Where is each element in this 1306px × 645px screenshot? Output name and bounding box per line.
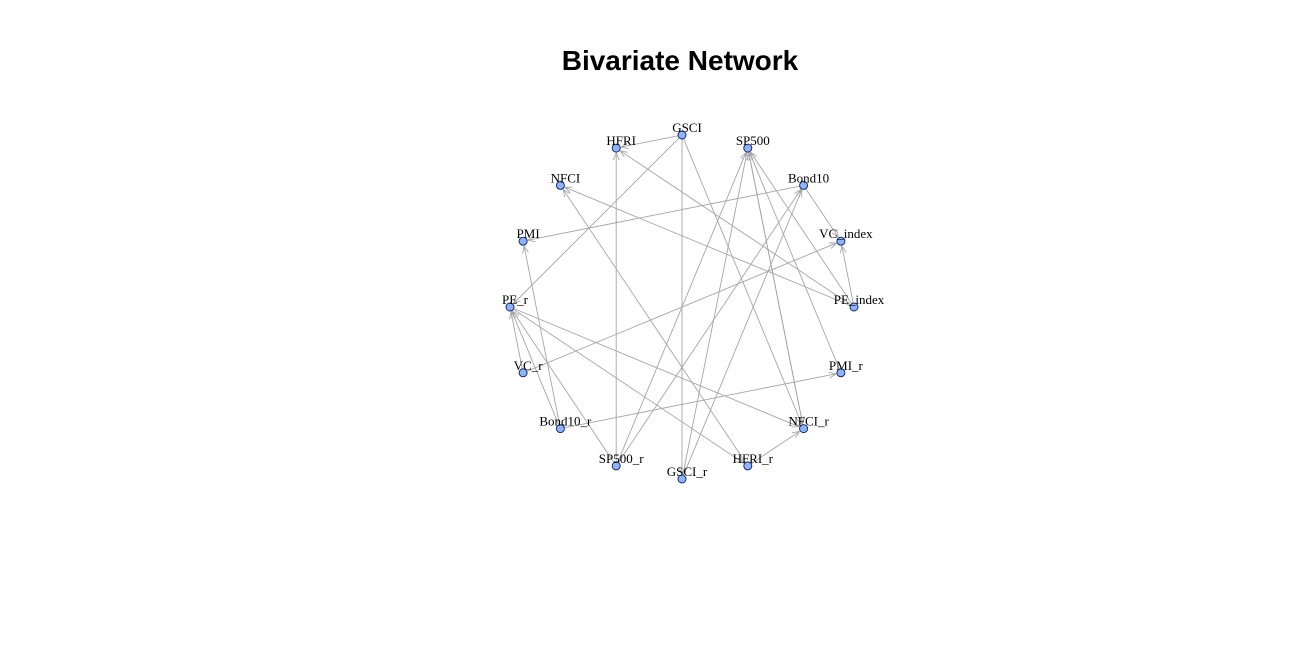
- node-label-HFRI: HFRI: [606, 133, 636, 148]
- node-PMI[interactable]: [518, 236, 528, 246]
- node-PE_index[interactable]: [849, 302, 859, 312]
- node-label-PE_index: PE_index: [834, 292, 885, 307]
- edge-SP500_r-to-Bond10: [618, 190, 800, 463]
- node-Bond10[interactable]: [799, 180, 809, 190]
- edge-PE_index-to-HFRI: [620, 151, 851, 306]
- edge-GSCI_r-to-Bond10: [683, 190, 802, 476]
- edge-SP500_r-to-PE_r: [513, 311, 615, 463]
- node-label-PMI: PMI: [517, 226, 540, 241]
- edge-PMI_r-to-SP500: [750, 153, 840, 370]
- node-layer: [505, 130, 859, 484]
- edge-HFRI_r-to-NFCI: [563, 190, 746, 463]
- edge-GSCI_r-to-SP500: [682, 153, 747, 476]
- node-Bond10_r[interactable]: [555, 424, 565, 434]
- edge-VC_r-to-VC_index: [526, 243, 837, 372]
- edge-PE_r-to-NFCI_r: [513, 308, 799, 427]
- node-NFCI_r[interactable]: [799, 424, 809, 434]
- node-GSCI[interactable]: [677, 130, 687, 140]
- node-label-VC_index: VC_index: [819, 226, 873, 241]
- node-label-Bond10: Bond10: [788, 170, 829, 185]
- node-PMI_r[interactable]: [836, 368, 846, 378]
- node-label-SP500: SP500: [736, 133, 770, 148]
- edge-Bond10_r-to-PE_r: [512, 312, 560, 426]
- label-layer: GSCI SP500 Bond10 VC_index PE_index PMI_r NFCI…: [502, 120, 885, 479]
- node-label-VC_r: VC_r: [514, 358, 544, 373]
- node-label-GSCI: GSCI: [672, 120, 702, 135]
- node-label-PMI_r: PMI_r: [829, 358, 864, 373]
- node-label-PE_r: PE_r: [502, 292, 529, 307]
- node-HFRI[interactable]: [611, 143, 621, 153]
- node-label-SP500_r: SP500_r: [599, 451, 644, 466]
- edge-Bond10-to-VC_index: [805, 188, 838, 237]
- edge-HFRI_r-to-NFCI_r: [750, 431, 799, 465]
- edge-PE_index-to-VC_index: [842, 246, 854, 304]
- node-GSCI_r[interactable]: [677, 474, 687, 484]
- edge-GSCI-to-HFRI: [621, 135, 679, 147]
- node-label-HFRI_r: HFRI_r: [733, 451, 774, 466]
- edge-layer: [511, 135, 854, 476]
- edge-PE_r-to-HFRI_r: [513, 308, 743, 463]
- node-VC_index[interactable]: [836, 236, 846, 246]
- node-NFCI[interactable]: [555, 180, 565, 190]
- node-SP500[interactable]: [743, 143, 753, 153]
- node-PE_r[interactable]: [505, 302, 515, 312]
- node-label-Bond10_r: Bond10_r: [539, 414, 592, 429]
- edge-GSCI-to-NFCI_r: [683, 138, 802, 424]
- edge-Bond10_r-to-PMI_r: [564, 374, 836, 429]
- chart-title: Bivariate Network: [562, 45, 799, 76]
- node-label-NFCI: NFCI: [551, 170, 581, 185]
- edge-Bond10_r-to-PMI: [524, 246, 561, 425]
- edge-Bond10-to-PMI: [528, 185, 800, 240]
- node-VC_r[interactable]: [518, 368, 528, 378]
- edge-PE_index-to-NFCI: [565, 187, 851, 306]
- edge-GSCI-to-PE_r: [514, 137, 680, 304]
- node-label-NFCI_r: NFCI_r: [788, 414, 829, 429]
- node-HFRI_r[interactable]: [743, 461, 753, 471]
- node-SP500_r[interactable]: [611, 461, 621, 471]
- edge-SP500-to-NFCI_r: [748, 151, 803, 424]
- node-label-GSCI_r: GSCI_r: [667, 464, 708, 479]
- edge-PE_index-to-SP500: [751, 152, 853, 304]
- edge-VC_r-to-PE_r: [511, 312, 523, 369]
